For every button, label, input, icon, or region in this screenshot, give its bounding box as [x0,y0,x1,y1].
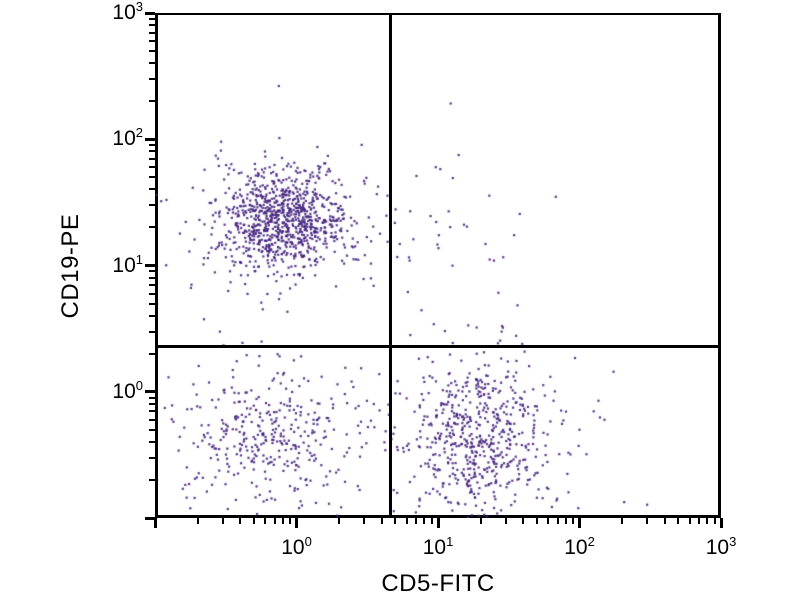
y-minor-tick [149,330,155,333]
y-minor-tick [149,157,155,160]
y-major-tick [145,390,155,394]
y-tick-label: 101 [112,251,143,277]
x-minor-tick [547,518,550,524]
x-major-tick [436,518,440,528]
x-minor-tick [338,518,341,524]
x-minor-tick [196,518,199,524]
x-minor-tick [564,518,567,524]
y-tick-label: 102 [112,125,143,151]
y-minor-tick [149,314,155,317]
y-axis-label: CD19-PE [57,213,84,319]
y-minor-tick [149,418,155,421]
y-minor-tick [149,276,155,279]
x-minor-tick [281,518,284,524]
quadrant-gate-vertical-line [388,13,392,518]
y-major-tick [145,516,155,520]
y-minor-tick [149,292,155,295]
x-minor-tick [394,518,397,524]
y-major-tick [145,264,155,267]
y-minor-tick [149,440,155,443]
y-minor-tick [149,402,155,405]
y-minor-tick [149,62,155,65]
y-minor-tick [149,478,155,481]
y-minor-tick [149,410,155,413]
x-minor-tick [479,518,482,524]
y-minor-tick [149,352,155,355]
x-minor-tick [556,518,559,524]
y-minor-tick [149,166,155,169]
y-major-tick [145,11,155,15]
y-minor-tick [149,31,155,34]
y-tick-label: 100 [112,377,143,403]
y-minor-tick [149,144,155,147]
x-major-tick [578,518,581,528]
quadrant-gate-horizontal-line [155,344,721,348]
y-minor-tick [149,188,155,191]
x-minor-tick [363,518,365,524]
x-minor-tick [621,518,624,524]
x-minor-tick [688,518,691,524]
y-minor-tick [149,302,155,305]
y-minor-tick [149,396,155,399]
x-major-tick [153,518,157,528]
y-minor-tick [149,226,155,229]
x-minor-tick [405,518,408,524]
x-tick-label: 101 [422,534,454,559]
x-tick-label: 100 [281,534,312,559]
x-minor-tick [289,518,292,524]
x-minor-tick [504,518,507,524]
y-major-tick [145,137,155,141]
x-minor-tick [572,518,575,524]
y-minor-tick [149,204,155,207]
x-minor-tick [415,518,418,524]
y-minor-tick [149,78,155,80]
x-minor-tick [663,518,666,524]
y-minor-tick [149,17,155,20]
x-minor-tick [713,518,716,524]
y-minor-tick [149,428,155,431]
y-minor-tick [149,40,155,42]
x-major-tick [295,518,298,528]
y-minor-tick [149,176,155,179]
x-minor-tick [264,518,267,524]
x-tick-label: 102 [564,534,595,559]
x-minor-tick [273,518,276,524]
y-tick-label: 103 [112,0,143,24]
x-axis-label: CD5-FITC [381,570,495,597]
y-minor-tick [149,50,155,52]
y-minor-tick [149,284,155,287]
y-minor-tick [149,456,155,459]
x-major-tick [719,518,723,528]
y-minor-tick [149,150,155,153]
x-minor-tick [698,518,701,524]
x-minor-tick [380,518,383,524]
y-minor-tick [149,100,155,103]
y-minor-tick [149,24,155,27]
x-minor-tick [239,518,242,524]
scatter-canvas [155,13,721,518]
x-minor-tick [430,518,433,524]
y-minor-tick [149,270,155,273]
x-minor-tick [677,518,680,524]
x-tick-label: 103 [705,534,737,559]
x-minor-tick [522,518,525,524]
x-minor-tick [423,518,426,524]
x-minor-tick [646,518,648,524]
x-minor-tick [535,518,538,524]
x-minor-tick [706,518,709,524]
x-minor-tick [221,518,224,524]
x-minor-tick [252,518,255,524]
